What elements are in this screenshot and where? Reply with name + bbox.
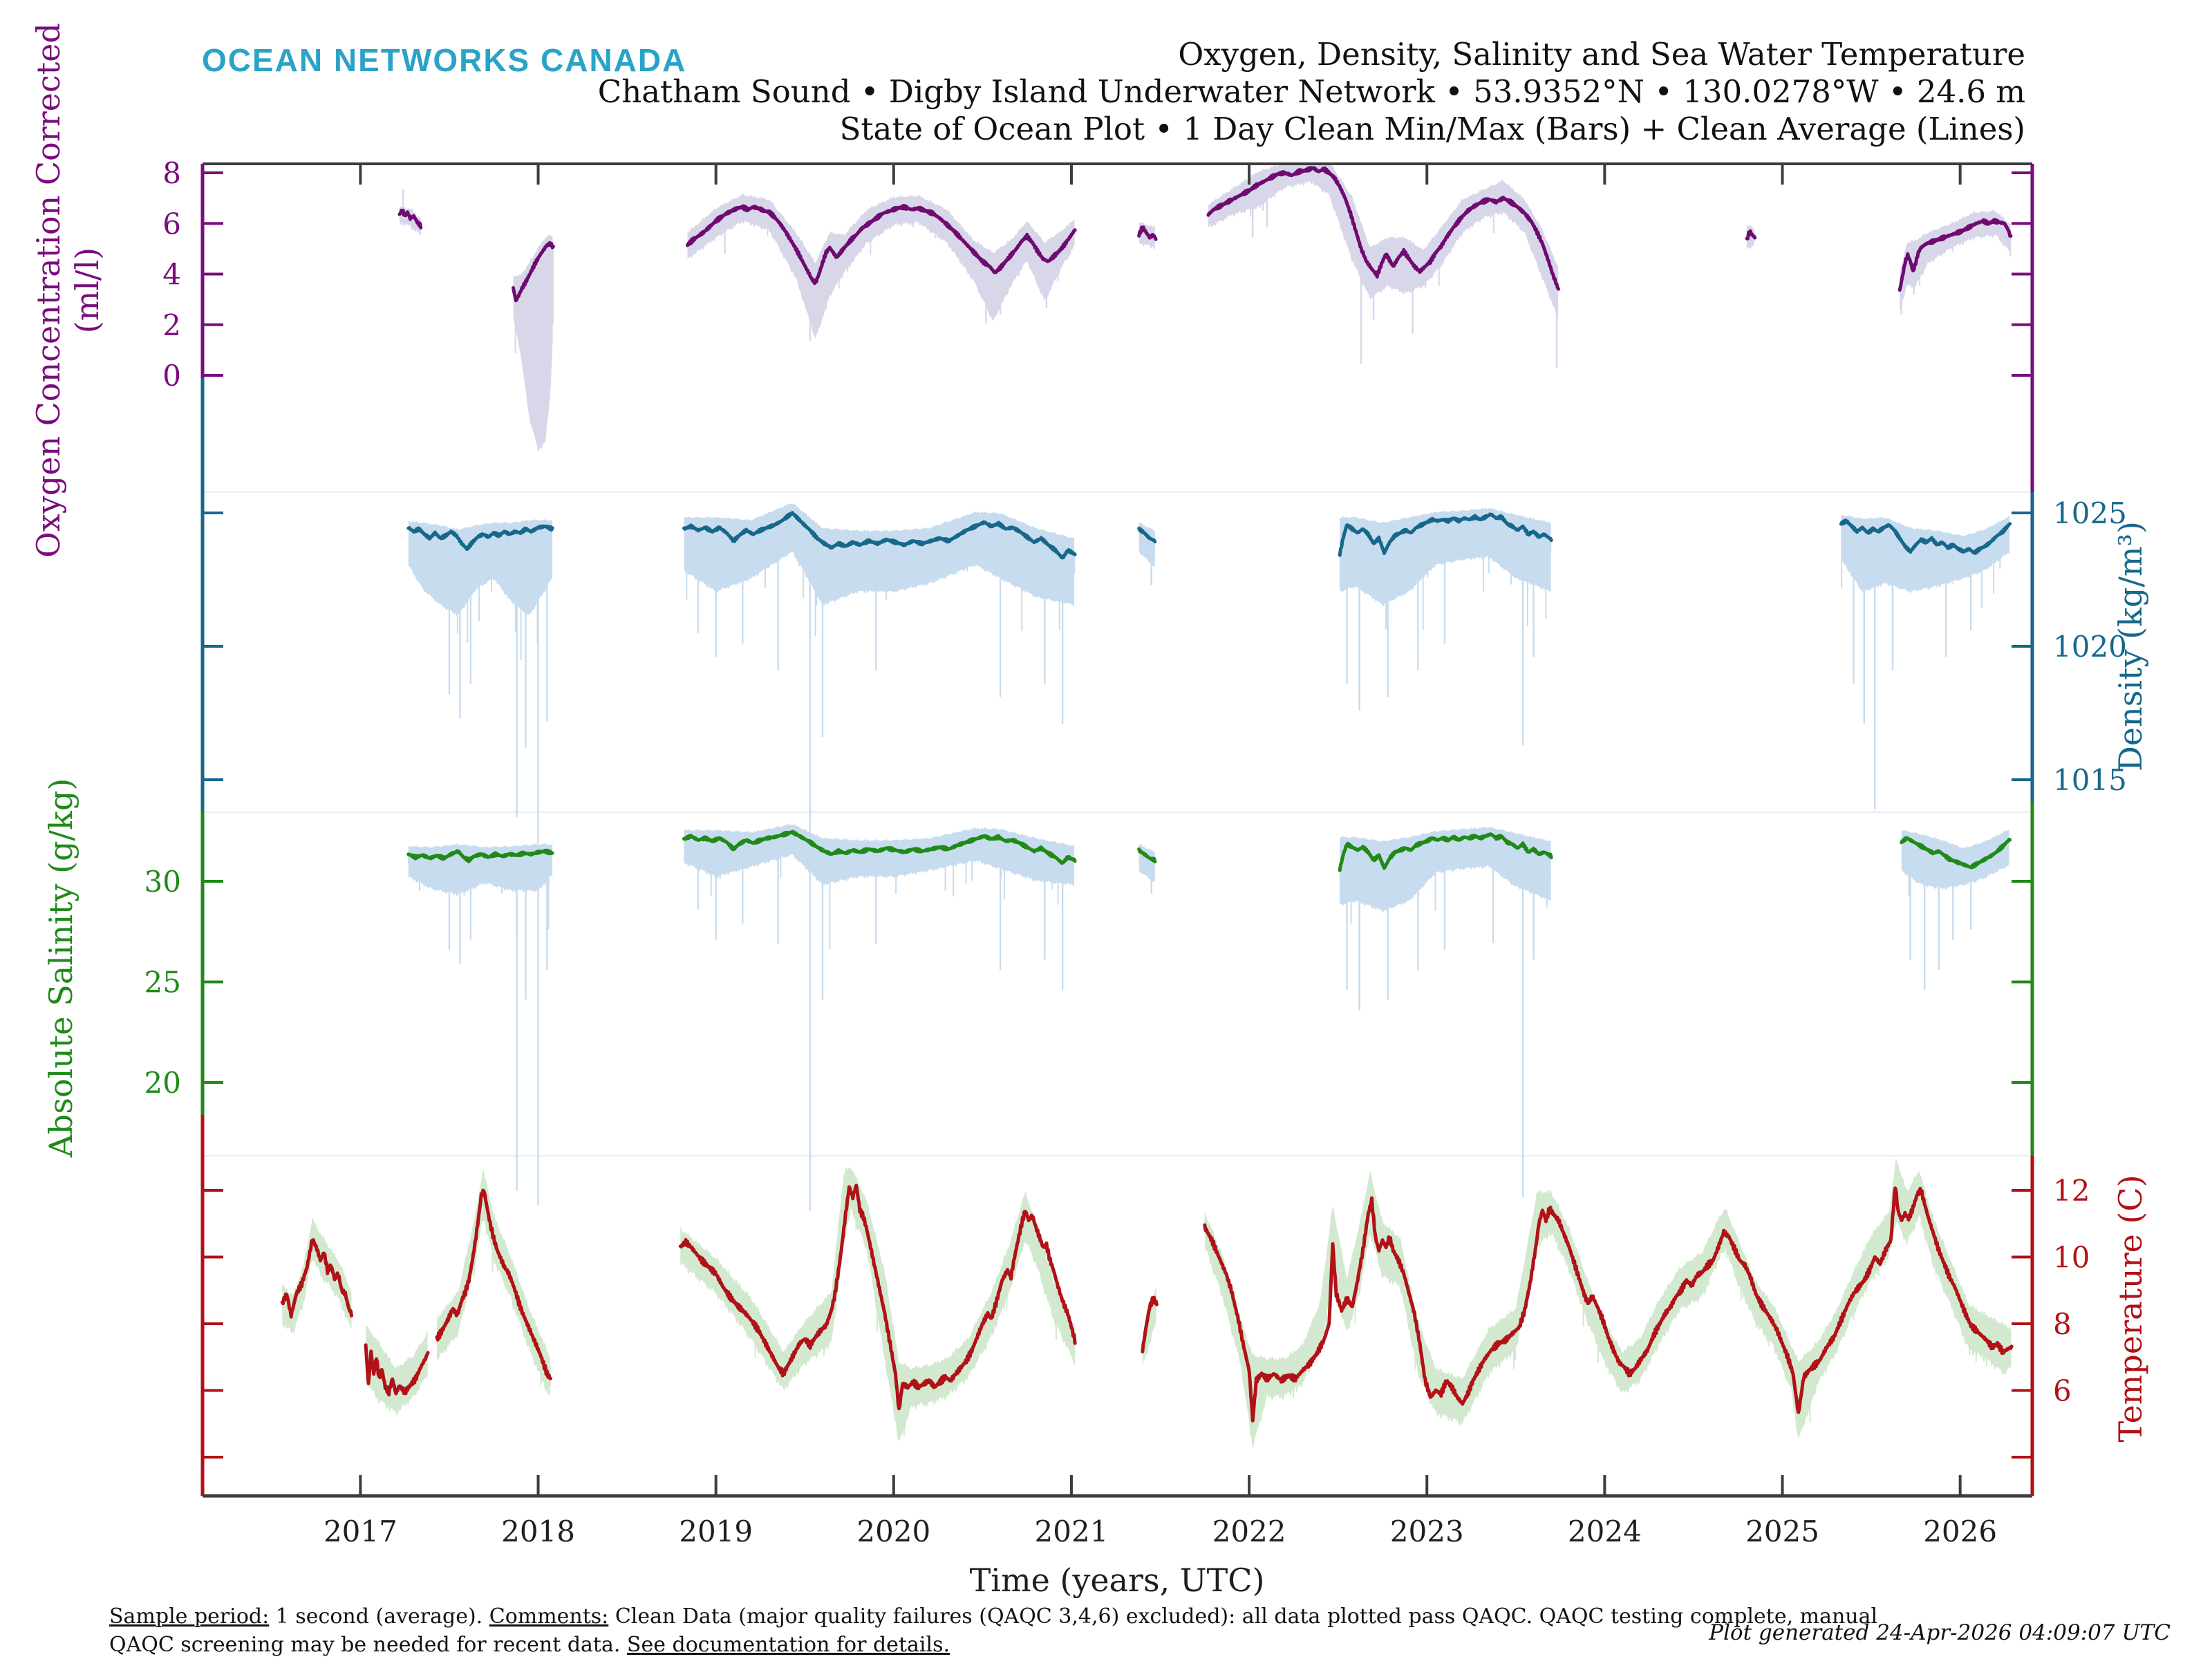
title-line-2: Chatham Sound • Digby Island Underwater … — [597, 73, 2025, 110]
oxygen-average-line — [512, 241, 555, 303]
salinity-average-line — [682, 830, 1077, 865]
x-tick-label: 2024 — [1568, 1515, 1642, 1548]
temperature-minmax-band — [282, 1217, 352, 1334]
x-tick-label: 2025 — [1745, 1515, 1819, 1548]
series-lines — [280, 166, 2014, 1423]
oxygen-average-line — [397, 208, 423, 229]
title-line-1: Oxygen, Density, Salinity and Sea Water … — [1178, 36, 2025, 73]
footnote-comments-text: Clean Data (major quality failures (QAQC… — [608, 1604, 1878, 1629]
x-axis-title: Time (years, UTC) — [970, 1562, 1265, 1599]
density-tick-label: 1020 — [2053, 630, 2127, 664]
x-tick-label: 2023 — [1390, 1515, 1464, 1548]
density-tick-label: 1015 — [2053, 763, 2127, 797]
salinity-average-line — [1137, 847, 1157, 863]
x-tick-label: 2022 — [1212, 1515, 1286, 1548]
footnote-documentation-link[interactable]: See documentation for details. — [626, 1633, 950, 1657]
temperature-axis-title: Temperature (C) — [2112, 1174, 2149, 1442]
density-average-line — [1839, 518, 2012, 555]
x-tick-label: 2017 — [324, 1515, 397, 1548]
oxygen-tick-label: 0 — [162, 359, 181, 393]
temperature-average-line — [678, 1183, 1077, 1411]
footnote-screening-text: QAQC screening may be needed for recent … — [109, 1633, 627, 1657]
oxygen-tick-label: 4 — [162, 258, 181, 292]
temperature-average-line — [435, 1188, 552, 1380]
density-average-line — [1137, 526, 1157, 544]
temperature-minmax-band — [437, 1170, 550, 1397]
temperature-average-line — [280, 1238, 353, 1319]
footnote-sample-period-value: 1 second (average). — [269, 1604, 489, 1629]
footnote: Sample period: 1 second (average). Comme… — [109, 1602, 1877, 1659]
density-tick-label: 1025 — [2053, 496, 2127, 530]
x-tick-label: 2018 — [501, 1515, 575, 1548]
salinity-tick-label: 25 — [144, 966, 181, 1000]
temperature-tick-label: 6 — [2053, 1374, 2072, 1408]
x-tick-label: 2019 — [679, 1515, 753, 1548]
salinity-average-line — [1900, 836, 2012, 870]
temperature-minmax-band — [1204, 1159, 2012, 1449]
temperature-average-line — [1203, 1186, 2014, 1423]
footnote-comments-label: Comments: — [489, 1604, 609, 1629]
panel-separators — [203, 491, 2032, 1156]
salinity-average-line — [406, 848, 554, 863]
oxygen-average-line — [1745, 229, 1757, 241]
temperature-minmax-band — [1142, 1287, 1156, 1366]
temperature-average-line — [364, 1343, 430, 1397]
oxygen-average-line — [1897, 218, 2013, 292]
temperature-tick-label: 12 — [2053, 1174, 2090, 1208]
x-tick-label: 2026 — [1923, 1515, 1997, 1548]
density-average-line — [1338, 512, 1553, 557]
oxygen-average-line — [1206, 166, 1560, 291]
density-average-line — [682, 511, 1077, 560]
temperature-minmax-band — [366, 1325, 428, 1416]
temperature-tick-label: 10 — [2053, 1241, 2090, 1275]
x-axis: 2017 2018 2019 2020 2021 2022 2023 2024 2025 2026 — [324, 164, 1997, 1548]
oxygen-axis-units: (ml/l) — [68, 247, 106, 333]
oxygen-tick-label: 8 — [162, 156, 181, 190]
salinity-tick-label: 20 — [144, 1066, 181, 1100]
onc-logo: OCEAN NETWORKS CANADA — [202, 42, 687, 78]
oxygen-minmax-band — [1900, 209, 2011, 310]
generated-timestamp: Plot generated 24-Apr-2026 04:09:07 UTC — [1709, 1620, 2171, 1645]
oxygen-minmax-band — [1208, 164, 1558, 319]
oxygen-axis-title: Oxygen Concentration Corrected — [30, 23, 67, 558]
title-line-3: State of Ocean Plot • 1 Day Clean Min/Ma… — [839, 111, 2025, 147]
series-bands — [282, 164, 2012, 1449]
footnote-sample-period-label: Sample period: — [109, 1604, 270, 1629]
density-axis-title: Density (kg/m³) — [2112, 521, 2149, 771]
salinity-axis-title: Absolute Salinity (g/kg) — [42, 778, 79, 1159]
salinity-tick-label: 30 — [144, 865, 181, 899]
oxygen-average-line — [686, 204, 1077, 285]
density-average-line — [406, 524, 554, 552]
salinity-average-line — [1338, 832, 1553, 872]
oxygen-tick-label: 6 — [162, 207, 181, 241]
temperature-tick-label: 8 — [2053, 1307, 2072, 1341]
footnote-line-1: Sample period: 1 second (average). Comme… — [109, 1602, 1877, 1631]
temperature-average-line — [1141, 1295, 1159, 1353]
footnote-line-2: QAQC screening may be needed for recent … — [109, 1631, 1877, 1659]
x-tick-label: 2021 — [1035, 1515, 1109, 1548]
axis-titles: Oxygen Concentration Corrected (ml/l) Abso… — [30, 23, 2149, 1599]
oxygen-tick-label: 2 — [162, 308, 181, 342]
x-tick-label: 2020 — [856, 1515, 930, 1548]
oxygen-average-line — [1137, 225, 1158, 241]
spines — [200, 162, 2034, 1498]
